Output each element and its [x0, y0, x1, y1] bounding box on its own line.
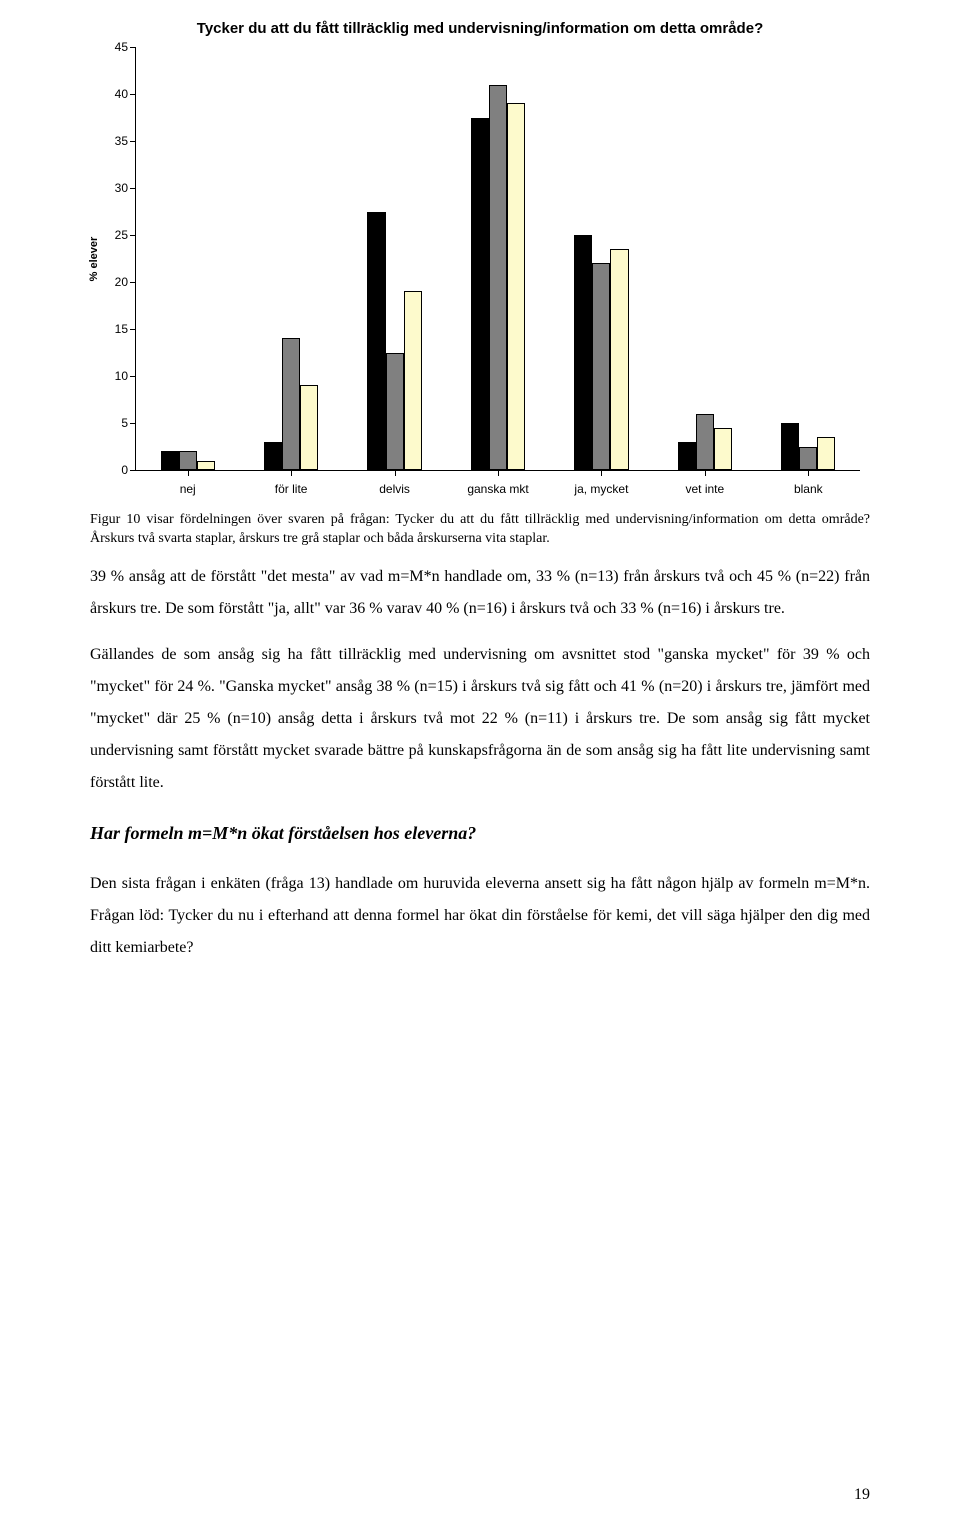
x-tick-label: delvis	[379, 482, 410, 496]
y-tick	[130, 235, 136, 236]
x-tick	[395, 470, 396, 476]
figure-caption: Figur 10 visar fördelningen över svaren …	[90, 511, 870, 549]
chart-bar	[264, 442, 282, 470]
y-tick-label: 20	[106, 275, 128, 289]
chart-bar	[678, 442, 696, 470]
y-tick	[130, 470, 136, 471]
y-tick-label: 30	[106, 181, 128, 195]
section-heading: Har formeln m=M*n ökat förståelsen hos e…	[90, 823, 870, 844]
chart-bar	[817, 437, 835, 470]
x-tick	[498, 470, 499, 476]
chart-bar	[696, 414, 714, 470]
chart-bar	[179, 451, 197, 470]
chart-bar	[507, 103, 525, 470]
y-tick	[130, 47, 136, 48]
y-tick-label: 40	[106, 87, 128, 101]
y-tick	[130, 376, 136, 377]
chart-bar	[282, 338, 300, 470]
chart-bar	[489, 85, 507, 470]
chart-bar	[592, 263, 610, 470]
y-tick-label: 15	[106, 322, 128, 336]
chart-bar	[404, 291, 422, 470]
chart-bar	[300, 385, 318, 470]
x-tick-label: nej	[180, 482, 196, 496]
chart-bar	[610, 249, 628, 470]
x-tick-label: blank	[794, 482, 823, 496]
chart-bar	[367, 212, 385, 471]
x-tick	[601, 470, 602, 476]
x-tick-label: ganska mkt	[467, 482, 528, 496]
chart-bar	[386, 353, 404, 471]
chart-bar	[714, 428, 732, 470]
body-paragraph: Den sista frågan i enkäten (fråga 13) ha…	[90, 868, 870, 964]
body-paragraph: 39 % ansåg att de förstått "det mesta" a…	[90, 561, 870, 625]
chart-title: Tycker du att du fått tillräcklig med un…	[90, 20, 870, 37]
y-tick	[130, 188, 136, 189]
y-tick-label: 25	[106, 228, 128, 242]
body-paragraph: Gällandes de som ansåg sig ha fått tillr…	[90, 639, 870, 799]
x-tick-label: för lite	[275, 482, 308, 496]
y-tick-label: 35	[106, 134, 128, 148]
x-tick	[808, 470, 809, 476]
chart-bar	[799, 447, 817, 471]
chart-bar	[574, 235, 592, 470]
x-tick	[188, 470, 189, 476]
y-tick-label: 10	[106, 369, 128, 383]
chart-bar	[781, 423, 799, 470]
bar-chart: % elever 0 5 10 15 20 25 30 35 40 45 nej för lite de…	[90, 43, 870, 503]
y-tick-label: 45	[106, 40, 128, 54]
y-tick	[130, 329, 136, 330]
y-tick	[130, 282, 136, 283]
x-tick-label: ja, mycket	[574, 482, 628, 496]
chart-bar	[197, 461, 215, 470]
chart-bar	[471, 118, 489, 471]
x-tick-label: vet inte	[685, 482, 724, 496]
chart-bar	[161, 451, 179, 470]
page-number: 19	[854, 1486, 870, 1504]
y-tick	[130, 423, 136, 424]
y-tick-label: 0	[106, 463, 128, 477]
y-tick	[130, 141, 136, 142]
x-tick	[291, 470, 292, 476]
y-axis-label: % elever	[88, 236, 100, 281]
y-tick-label: 5	[106, 416, 128, 430]
x-tick	[705, 470, 706, 476]
y-tick	[130, 94, 136, 95]
